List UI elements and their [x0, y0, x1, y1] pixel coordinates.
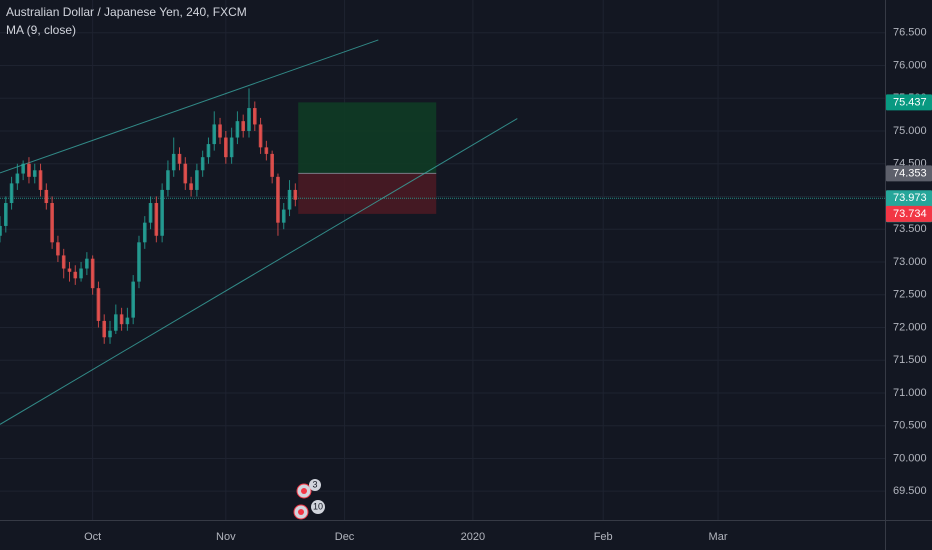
event-markers[interactable]: 3 10	[293, 479, 325, 520]
candle-body	[195, 170, 199, 190]
y-tick-label: 71.500	[893, 354, 927, 366]
indicator-label: MA (9, close)	[6, 23, 76, 37]
candle-body	[9, 183, 14, 204]
candle-body	[79, 268, 83, 279]
candle-body	[258, 124, 263, 148]
candle-body	[252, 108, 257, 125]
candle-body	[200, 157, 205, 171]
event-count: 10	[313, 501, 323, 511]
candle-body	[276, 176, 280, 223]
price-tag-label: 74.353	[893, 167, 927, 179]
candle-body	[160, 189, 164, 236]
trendline	[0, 39, 379, 174]
price-tag	[886, 94, 932, 111]
price-tag	[886, 165, 932, 182]
event-dot	[301, 488, 307, 494]
candle-body	[166, 170, 170, 190]
x-tick-label: Dec	[335, 531, 355, 543]
candle-body	[142, 222, 147, 243]
candle-body	[270, 153, 274, 177]
y-tick-label: 72.000	[893, 321, 927, 333]
x-tick-label: Nov	[216, 531, 236, 543]
candle-body	[212, 124, 217, 145]
candle-body	[56, 242, 60, 256]
candle-body	[108, 330, 112, 338]
candle-body	[85, 258, 89, 269]
y-tick-label: 76.000	[893, 59, 927, 71]
candle-body	[287, 189, 292, 210]
y-tick-label: 76.500	[893, 27, 927, 39]
candle-body	[3, 203, 8, 226]
candle-body	[50, 203, 54, 243]
price-tag	[886, 205, 932, 222]
candle-body	[293, 189, 298, 200]
candle-body	[119, 314, 124, 325]
candle-body	[61, 255, 66, 269]
candle-body	[125, 317, 130, 325]
event-dot	[298, 509, 304, 515]
y-tick-label: 70.000	[893, 452, 927, 464]
event-count: 3	[312, 479, 317, 489]
y-tick-label: 75.000	[893, 125, 927, 137]
candle-body	[241, 121, 246, 131]
y-tick-label: 73.500	[893, 223, 927, 235]
candle-body	[32, 170, 37, 177]
candle-body	[67, 268, 72, 272]
candle-body	[114, 314, 118, 331]
candle-body	[137, 242, 141, 282]
y-tick-label: 69.500	[893, 485, 927, 497]
candle-body	[171, 153, 176, 171]
candle-body	[148, 203, 153, 223]
x-tick-label: Oct	[84, 531, 101, 543]
candle-body	[44, 189, 49, 204]
candle-body	[38, 170, 43, 190]
x-tick-label: 2020	[461, 531, 485, 543]
candle-body	[102, 320, 107, 338]
candle-body	[96, 288, 101, 321]
y-tick-label: 72.500	[893, 289, 927, 301]
candle-body	[206, 144, 211, 158]
candle-body	[131, 281, 135, 318]
candle-body	[21, 163, 25, 174]
candle-body	[264, 147, 269, 154]
candle-body	[154, 203, 159, 236]
candle-body	[247, 108, 251, 131]
candle-body	[27, 163, 31, 177]
candle-body	[224, 137, 228, 158]
candle-body	[229, 137, 234, 158]
event-badge	[311, 500, 325, 514]
price-tag-label: 75.437	[893, 96, 927, 108]
candle-body	[218, 124, 222, 138]
candle-body	[90, 258, 95, 289]
candle-body	[189, 183, 193, 190]
event-badge	[309, 479, 321, 491]
profit-zone	[298, 102, 437, 174]
y-tick-label: 73.000	[893, 256, 927, 268]
price-tag-label: 73.734	[893, 208, 927, 220]
candle-body	[281, 209, 286, 223]
x-tick-label: Feb	[594, 531, 613, 543]
y-tick-label: 71.000	[893, 387, 927, 399]
candle-body	[177, 153, 182, 164]
y-tick-label: 70.500	[893, 420, 927, 432]
trendline	[0, 118, 518, 425]
price-tag-label: 73.973	[893, 192, 927, 204]
chart-title: Australian Dollar / Japanese Yen, 240, F…	[6, 5, 247, 19]
candle-body	[235, 121, 240, 138]
candle-body	[73, 271, 78, 279]
candle-body	[0, 225, 2, 236]
candle-body	[183, 163, 188, 184]
candle-body	[15, 173, 20, 184]
x-tick-label: Mar	[709, 531, 728, 543]
